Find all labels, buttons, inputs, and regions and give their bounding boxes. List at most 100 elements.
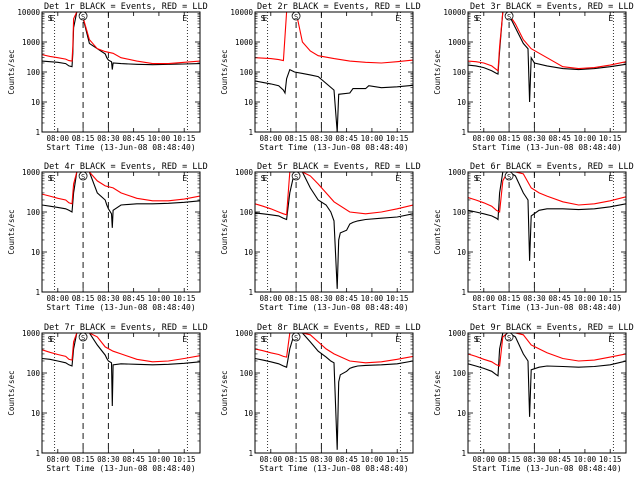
- end-marker-e: E: [395, 335, 400, 344]
- x-tick-label: 10:00: [574, 294, 597, 303]
- saa-marker-s: S: [81, 13, 85, 21]
- plot-frame: [254, 332, 414, 454]
- y-tick-label: 1: [35, 128, 40, 137]
- x-tick-label: 08:00: [473, 294, 496, 303]
- lld-series-line: [255, 12, 413, 64]
- y-axis-label: Counts/sec: [7, 209, 16, 254]
- panel-title: Det 2r BLACK = Events, RED = LLD: [257, 2, 421, 12]
- lld-series-line: [42, 333, 200, 363]
- y-tick-label: 10000: [17, 8, 40, 17]
- y-tick-label: 1: [248, 128, 253, 137]
- end-marker-e: E: [182, 174, 187, 183]
- x-tick-label: 10:00: [148, 134, 171, 143]
- x-tick-label: 08:30: [523, 455, 546, 464]
- events-series-line: [468, 172, 626, 261]
- y-tick-label: 10: [31, 248, 41, 257]
- y-tick-label: 1: [461, 449, 466, 458]
- x-tick-label: 10:00: [148, 294, 171, 303]
- start-marker-s: S: [474, 335, 479, 344]
- y-tick-label: 10: [457, 98, 467, 107]
- events-series-line: [468, 12, 626, 103]
- saa-marker-circle: [291, 11, 301, 21]
- x-tick-label: 08:00: [260, 134, 283, 143]
- saa-marker-s: S: [294, 173, 298, 181]
- x-tick-label: 08:15: [498, 134, 521, 143]
- x-axis-label: Start Time (13-Jun-08 08:48:40): [46, 303, 195, 312]
- end-marker-e: E: [263, 335, 268, 344]
- saa-marker-s: S: [507, 173, 511, 181]
- x-tick-label: 08:15: [72, 455, 95, 464]
- x-tick-label: 08:00: [260, 294, 283, 303]
- saa-marker-circle: [291, 171, 301, 181]
- y-axis-label: Counts/sec: [433, 370, 442, 415]
- start-marker-s: S: [474, 14, 479, 23]
- x-tick-label: 08:30: [310, 134, 333, 143]
- saa-marker-s: S: [507, 13, 511, 21]
- events-series-line: [255, 172, 413, 289]
- x-tick-label: 10:00: [574, 134, 597, 143]
- y-tick-label: 1000: [22, 168, 41, 177]
- y-tick-label: 1: [248, 449, 253, 458]
- x-axis-label: Start Time (13-Jun-08 08:48:40): [259, 303, 408, 312]
- saa-marker-circle: [504, 11, 514, 21]
- saa-marker-s: S: [81, 334, 85, 342]
- panel-title: Det 5r BLACK = Events, RED = LLD: [257, 162, 421, 172]
- x-tick-label: 08:00: [47, 134, 70, 143]
- y-tick-label: 100: [452, 68, 466, 77]
- x-tick-label: 08:15: [72, 294, 95, 303]
- events-series-line: [42, 172, 200, 228]
- end-marker-e: E: [263, 14, 268, 23]
- panel-det-5: Det 5r BLACK = Events, RED = LLD 1 10 100 10…: [220, 162, 421, 312]
- events-series-line: [468, 333, 626, 417]
- saa-marker-circle: [291, 332, 301, 342]
- x-axis-label: Start Time (13-Jun-08 08:48:40): [259, 464, 408, 473]
- y-tick-label: 1: [461, 128, 466, 137]
- y-tick-label: 1000: [22, 38, 41, 47]
- x-tick-label: 10:15: [386, 134, 409, 143]
- panel-det-4: Det 4r BLACK = Events, RED = LLD 1 10 100 10…: [7, 162, 208, 312]
- y-tick-label: 100: [239, 369, 253, 378]
- x-tick-label: 08:45: [122, 455, 145, 464]
- lld-series-line: [468, 12, 626, 72]
- end-marker-e: E: [263, 174, 268, 183]
- panel-title: Det 6r BLACK = Events, RED = LLD: [470, 162, 634, 172]
- x-tick-label: 08:45: [335, 455, 358, 464]
- plot-frame: [467, 11, 627, 133]
- end-marker-e: E: [476, 14, 481, 23]
- end-marker-e: E: [395, 14, 400, 23]
- panel-title: Det 9r BLACK = Events, RED = LLD: [470, 323, 634, 333]
- y-tick-label: 1000: [235, 38, 254, 47]
- panel-title: Det 7r BLACK = Events, RED = LLD: [44, 323, 208, 333]
- events-series-line: [42, 12, 200, 70]
- x-tick-label: 08:00: [47, 294, 70, 303]
- y-axis-label: Counts/sec: [220, 370, 229, 415]
- y-tick-label: 100: [239, 68, 253, 77]
- y-tick-label: 10: [31, 98, 41, 107]
- plot-frame: [41, 171, 201, 293]
- x-tick-label: 08:30: [310, 455, 333, 464]
- y-tick-label: 10: [244, 98, 254, 107]
- x-tick-label: 08:45: [548, 134, 571, 143]
- y-tick-label: 1: [35, 449, 40, 458]
- x-tick-label: 08:30: [523, 294, 546, 303]
- saa-marker-circle: [504, 171, 514, 181]
- start-marker-s: S: [48, 174, 53, 183]
- y-tick-label: 10: [244, 409, 254, 418]
- end-marker-e: E: [476, 335, 481, 344]
- y-axis-label: Counts/sec: [220, 49, 229, 94]
- panel-title: Det 1r BLACK = Events, RED = LLD: [44, 2, 208, 12]
- end-marker-e: E: [476, 174, 481, 183]
- saa-marker-s: S: [294, 334, 298, 342]
- x-tick-label: 08:30: [523, 134, 546, 143]
- panel-det-2: Det 2r BLACK = Events, RED = LLD 1 10 100 10…: [220, 2, 421, 152]
- x-tick-label: 08:30: [97, 294, 120, 303]
- x-axis-label: Start Time (13-Jun-08 08:48:40): [46, 464, 195, 473]
- y-axis-label: Counts/sec: [433, 209, 442, 254]
- end-marker-e: E: [608, 14, 613, 23]
- x-tick-label: 08:15: [285, 294, 308, 303]
- lld-series-line: [255, 333, 413, 364]
- saa-marker-s: S: [294, 13, 298, 21]
- x-tick-label: 08:00: [473, 134, 496, 143]
- y-tick-label: 1: [248, 288, 253, 297]
